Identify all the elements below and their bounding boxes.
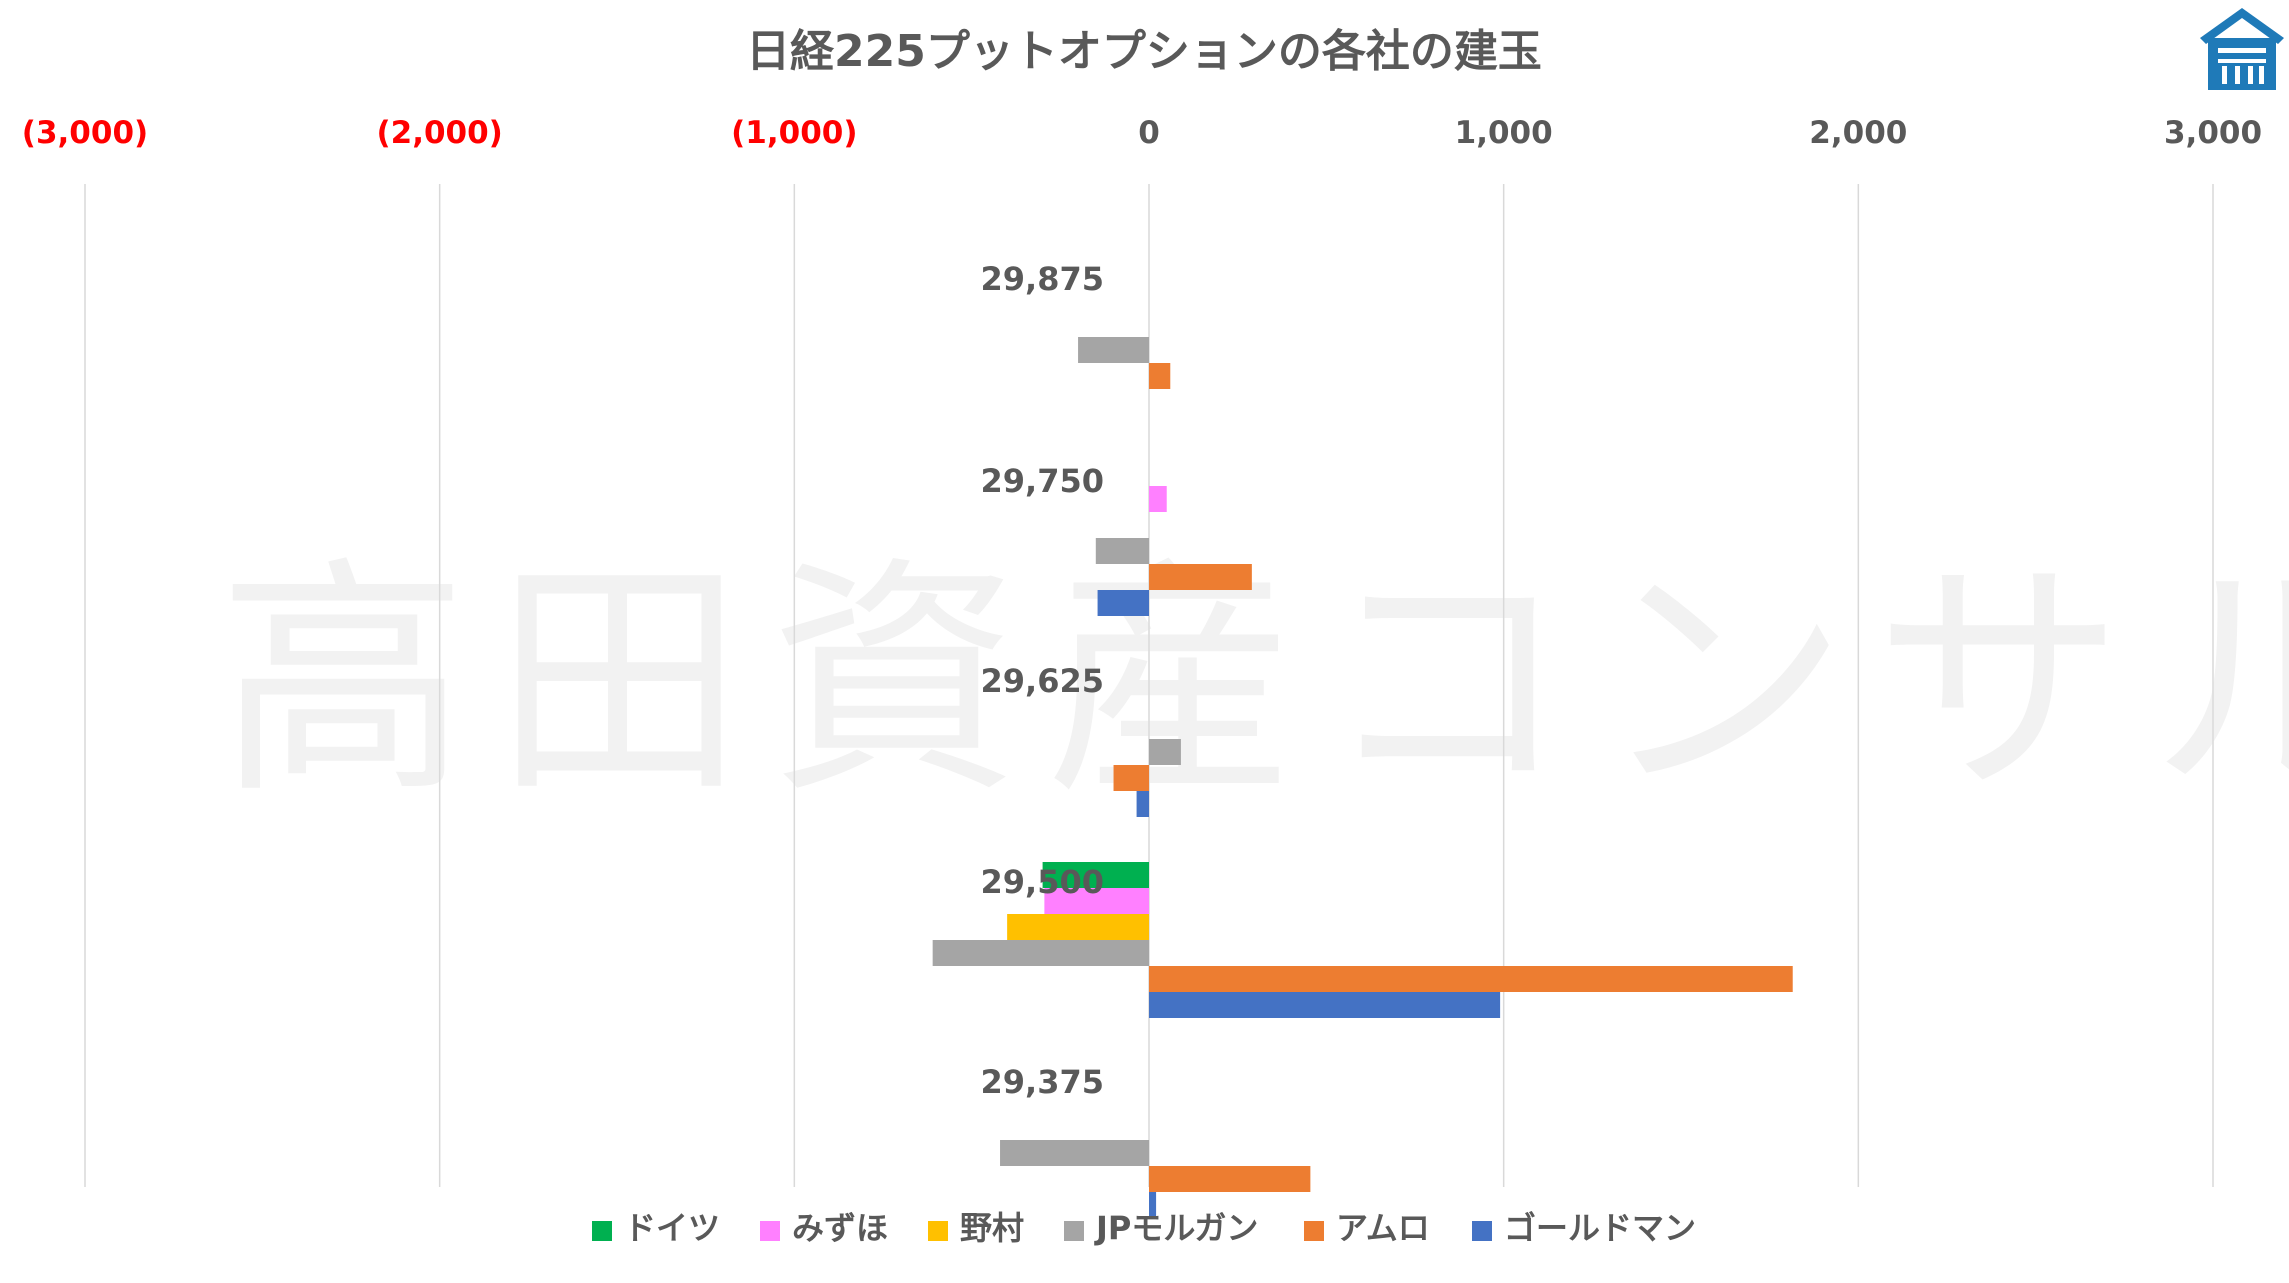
bar — [1095, 538, 1149, 564]
watermark-text: 高田資産コンサル — [218, 536, 2289, 827]
bar — [1097, 590, 1149, 616]
legend: ドイツ みずほ 野村 JPモルガン アムロ ゴールドマン — [592, 1209, 1696, 1247]
bar — [1136, 791, 1149, 817]
legend-label: みずほ — [792, 1209, 888, 1247]
x-tick-label: 3,000 — [2164, 115, 2262, 151]
legend-label: ドイツ — [624, 1209, 720, 1247]
logo-icon — [2200, 8, 2284, 90]
category-label: 29,875 — [981, 260, 1104, 298]
bar — [1149, 1192, 1157, 1218]
bar — [1078, 337, 1149, 363]
bar — [1000, 1140, 1149, 1166]
x-tick-label: (3,000) — [22, 115, 148, 151]
x-tick-label: (1,000) — [731, 115, 857, 151]
legend-swatch — [592, 1221, 612, 1241]
bar — [1149, 1166, 1311, 1192]
bars — [932, 337, 1793, 1218]
x-tick-label: 0 — [1138, 115, 1160, 151]
legend-swatch — [1472, 1221, 1492, 1241]
bar — [1149, 564, 1252, 590]
x-tick-label: (2,000) — [376, 115, 502, 151]
x-axis-ticks: (3,000) (2,000) (1,000) 0 1,000 2,000 3,000 — [22, 115, 2262, 151]
x-tick-label: 1,000 — [1455, 115, 1553, 151]
x-tick-label: 2,000 — [1809, 115, 1907, 151]
legend-label: JPモルガン — [1094, 1209, 1258, 1247]
bar — [932, 940, 1149, 966]
bar — [1149, 486, 1167, 512]
bar — [1149, 363, 1171, 389]
bar — [1113, 765, 1149, 791]
category-label: 29,375 — [981, 1063, 1104, 1101]
legend-label: ゴールドマン — [1504, 1209, 1696, 1247]
chart-title: 日経225プットオプションの各社の建玉 — [746, 26, 1542, 77]
bar — [1149, 992, 1501, 1018]
legend-swatch — [1304, 1221, 1324, 1241]
bar — [1042, 862, 1149, 888]
bar — [1149, 739, 1181, 765]
category-label: 29,750 — [981, 462, 1104, 500]
legend-label: アムロ — [1336, 1209, 1430, 1247]
bar — [1149, 966, 1793, 992]
category-labels: 29,875 29,750 29,625 29,500 29,375 — [981, 260, 1104, 1101]
legend-swatch — [1064, 1221, 1084, 1241]
legend-label: 野村 — [960, 1209, 1024, 1247]
category-label: 29,625 — [981, 662, 1104, 700]
bar — [1044, 888, 1149, 914]
legend-swatch — [928, 1221, 948, 1241]
category-label: 29,500 — [981, 863, 1104, 901]
bar — [1007, 914, 1149, 940]
legend-swatch — [760, 1221, 780, 1241]
